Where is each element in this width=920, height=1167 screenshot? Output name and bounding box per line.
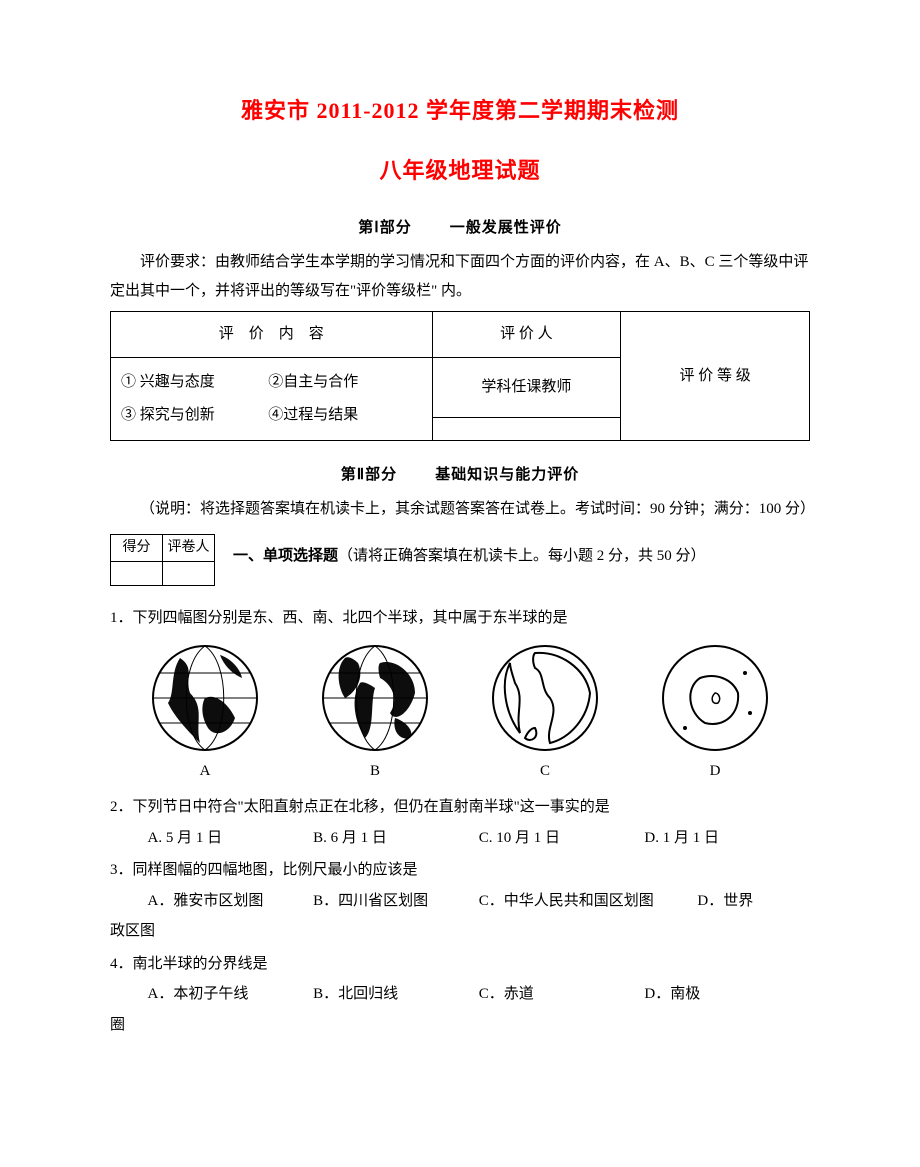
globe-b-label: B — [320, 757, 430, 786]
question-4-options: A．本初子午线 B．北回归线 C．赤道 D．南极 — [148, 980, 811, 1009]
eval-header-content: 评 价 内 容 — [111, 312, 433, 358]
score-head-1: 得分 — [111, 534, 163, 562]
section1-title: 一、单项选择题 — [233, 548, 338, 564]
eval-item-4: ④过程与结果 — [268, 399, 415, 432]
q2-option-d: D. 1 月 1 日 — [644, 824, 810, 853]
table-row: 得分 评卷人 — [111, 534, 215, 562]
score-cell-2 — [163, 562, 215, 586]
eval-header-grade: 评 价 等 级 — [621, 312, 810, 441]
eval-empty-cell — [432, 418, 621, 441]
table-row: 评 价 内 容 评 价 人 评 价 等 级 — [111, 312, 810, 358]
section1-heading: 得分 评卷人 一、单项选择题（请将正确答案填在机读卡上。每小题 2 分，共 50… — [110, 530, 810, 587]
q3-option-d: D．世界 — [697, 887, 753, 916]
question-1: 1．下列四幅图分别是东、西、南、北四个半球，其中属于东半球的是 — [110, 604, 810, 633]
q4-option-d-tail: 圈 — [110, 1011, 810, 1040]
q2-option-b: B. 6 月 1 日 — [313, 824, 479, 853]
globe-a: A — [150, 643, 260, 786]
globe-icon — [150, 643, 260, 753]
q3-option-d-tail: 政区图 — [110, 917, 810, 946]
q3-option-a: A．雅安市区划图 — [148, 887, 314, 916]
globe-a-label: A — [150, 757, 260, 786]
part2-header: 第Ⅱ部分 基础知识与能力评价 — [110, 461, 810, 490]
part1-header: 第Ⅰ部分 一般发展性评价 — [110, 214, 810, 243]
q3-option-b: B．四川省区划图 — [313, 887, 479, 916]
q3-option-c: C．中华人民共和国区划图 — [479, 887, 698, 916]
q2-option-c: C. 10 月 1 日 — [479, 824, 645, 853]
page-title-sub: 八年级地理试题 — [110, 150, 810, 192]
globe-b: B — [320, 643, 430, 786]
part2-instructions: （说明：将选择题答案填在机读卡上，其余试题答案答在试卷上。考试时间：90 分钟；… — [110, 495, 810, 524]
eval-item-3: ③ 探究与创新 — [121, 399, 268, 432]
part1-header-right: 一般发展性评价 — [450, 220, 562, 236]
question-3: 3．同样图幅的四幅地图，比例尺最小的应该是 — [110, 856, 810, 885]
q4-option-d: D．南极 — [644, 980, 810, 1009]
q4-option-b: B．北回归线 — [313, 980, 479, 1009]
section1-note: （请将正确答案填在机读卡上。每小题 2 分，共 50 分） — [338, 548, 706, 564]
globe-d-label: D — [660, 757, 770, 786]
globe-icon — [660, 643, 770, 753]
score-table: 得分 评卷人 — [110, 534, 215, 587]
eval-item-2: ②自主与合作 — [268, 366, 415, 399]
q4-option-a: A．本初子午线 — [148, 980, 314, 1009]
eval-evaluator: 学科任课教师 — [432, 357, 621, 417]
question-2-options: A. 5 月 1 日 B. 6 月 1 日 C. 10 月 1 日 D. 1 月… — [148, 824, 811, 853]
question-3-options: A．雅安市区划图 B．四川省区划图 C．中华人民共和国区划图 D．世界 — [148, 887, 811, 916]
question-4: 4．南北半球的分界线是 — [110, 950, 810, 979]
page-title-main: 雅安市 2011-2012 学年度第二学期期末检测 — [110, 90, 810, 132]
part1-instructions: 评价要求：由教师结合学生本学期的学习情况和下面四个方面的评价内容，在 A、B、C… — [110, 248, 810, 305]
eval-item-1: ① 兴趣与态度 — [121, 366, 268, 399]
part2-header-left: 第Ⅱ部分 — [341, 467, 397, 483]
evaluation-table: 评 价 内 容 评 价 人 评 价 等 级 ① 兴趣与态度②自主与合作 ③ 探究… — [110, 311, 810, 441]
globe-c-label: C — [490, 757, 600, 786]
globe-figure-row: A B C D — [120, 643, 800, 786]
table-row — [111, 562, 215, 586]
q4-option-c: C．赤道 — [479, 980, 645, 1009]
part1-header-left: 第Ⅰ部分 — [358, 220, 411, 236]
globe-icon — [490, 643, 600, 753]
eval-content-cell: ① 兴趣与态度②自主与合作 ③ 探究与创新④过程与结果 — [111, 357, 433, 440]
globe-d: D — [660, 643, 770, 786]
eval-header-person: 评 价 人 — [432, 312, 621, 358]
question-2: 2．下列节日中符合"太阳直射点正在北移，但仍在直射南半球"这一事实的是 — [110, 793, 810, 822]
score-cell-1 — [111, 562, 163, 586]
globe-icon — [320, 643, 430, 753]
score-head-2: 评卷人 — [163, 534, 215, 562]
globe-c: C — [490, 643, 600, 786]
q2-option-a: A. 5 月 1 日 — [148, 824, 314, 853]
part2-header-right: 基础知识与能力评价 — [435, 467, 579, 483]
